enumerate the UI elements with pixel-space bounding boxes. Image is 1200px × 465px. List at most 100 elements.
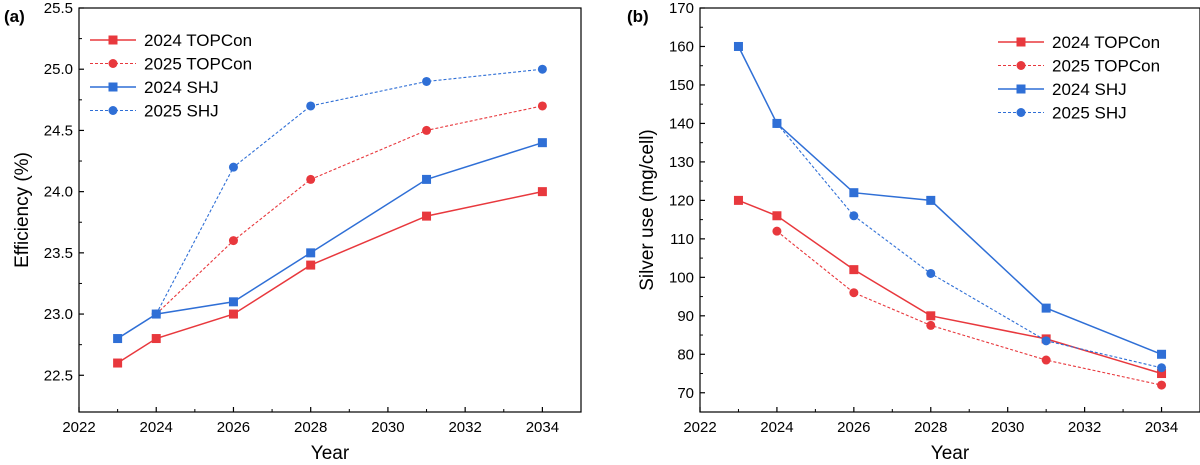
- data-point: [306, 260, 316, 270]
- data-point: [113, 334, 123, 344]
- legend-marker: [1016, 108, 1026, 117]
- y-tick-label: 170: [669, 0, 694, 17]
- y-axis-title: Efficiency (%): [12, 152, 33, 268]
- x-tick-label: 2024: [140, 419, 173, 436]
- series-line: [117, 141, 543, 340]
- data-point: [422, 174, 432, 184]
- y-tick-label: 25.5: [44, 0, 73, 17]
- legend-label: 2025 SHJ: [144, 102, 219, 121]
- data-point: [151, 309, 161, 319]
- series-line: [738, 199, 1162, 375]
- y-tick-label: 23.0: [44, 306, 73, 323]
- x-tick-label: 2026: [217, 419, 250, 436]
- data-point: [422, 211, 432, 221]
- y-tick-label: 160: [669, 38, 694, 55]
- series-line: [737, 46, 1162, 355]
- series-line: [117, 190, 543, 364]
- legend-label: 2024 SHJ: [1052, 80, 1127, 99]
- data-point: [1041, 336, 1051, 346]
- legend-marker: [1016, 37, 1026, 47]
- y-tick-label: 90: [677, 308, 694, 325]
- data-point: [849, 211, 859, 221]
- y-tick-label: 24.0: [44, 184, 73, 201]
- y-tick-label: 140: [669, 115, 694, 132]
- legend-marker: [108, 82, 118, 92]
- legend-label: 2024 SHJ: [144, 78, 219, 97]
- data-point: [537, 138, 547, 148]
- legend-label: 2024 TOPCon: [1052, 33, 1160, 52]
- series-line: [155, 68, 543, 315]
- y-tick-label: 22.5: [44, 367, 73, 384]
- legend-label: 2025 TOPCon: [144, 55, 252, 74]
- y-tick-label: 150: [669, 77, 694, 94]
- data-point: [151, 334, 161, 344]
- x-tick-label: 2032: [448, 419, 481, 436]
- y-tick-label: 25.0: [44, 61, 73, 78]
- legend-marker: [108, 59, 118, 68]
- legend-marker: [1016, 84, 1026, 94]
- x-tick-label: 2034: [1145, 419, 1178, 436]
- data-point: [537, 101, 547, 111]
- y-axis-title: Silver use (mg/cell): [637, 129, 658, 291]
- data-point: [228, 236, 238, 246]
- x-tick-label: 2030: [991, 419, 1024, 436]
- x-tick-label: 2022: [62, 419, 95, 436]
- legend-label: 2024 TOPCon: [144, 31, 252, 50]
- data-point: [772, 226, 782, 236]
- y-tick-label: 110: [670, 231, 694, 248]
- data-point: [1157, 369, 1167, 379]
- y-tick-label: 70: [677, 385, 694, 402]
- panel-label: (b): [627, 7, 649, 26]
- data-point: [733, 41, 743, 51]
- x-tick-label: 2024: [760, 419, 793, 436]
- data-point: [422, 125, 432, 135]
- panel-label: (a): [4, 7, 25, 26]
- y-tick-label: 130: [669, 154, 694, 171]
- data-point: [537, 64, 547, 74]
- x-tick-label: 2028: [294, 419, 327, 436]
- x-tick-label: 2026: [837, 419, 870, 436]
- data-point: [1041, 303, 1051, 313]
- y-tick-label: 80: [677, 346, 694, 363]
- data-point: [306, 174, 316, 184]
- series-2025-shj: [772, 118, 1167, 373]
- data-point: [537, 187, 547, 197]
- legend-label: 2025 SHJ: [1052, 104, 1127, 123]
- x-tick-label: 2032: [1068, 419, 1101, 436]
- legend-marker: [108, 35, 118, 45]
- y-tick-label: 23.5: [44, 245, 73, 262]
- y-tick-label: 24.5: [44, 122, 73, 139]
- x-tick-label: 2034: [526, 419, 559, 436]
- series-2024-topcon: [113, 187, 547, 368]
- data-point: [1157, 363, 1167, 373]
- y-tick-label: 100: [669, 269, 694, 286]
- data-point: [926, 320, 936, 330]
- data-point: [849, 265, 859, 275]
- data-point: [772, 211, 782, 221]
- series-2024-topcon: [733, 195, 1167, 379]
- x-tick-label: 2028: [914, 419, 947, 436]
- data-point: [1157, 349, 1167, 359]
- x-axis-title: Year: [311, 443, 350, 464]
- data-point: [113, 358, 123, 368]
- legend-label: 2025 TOPCon: [1052, 57, 1160, 76]
- data-point: [1041, 355, 1051, 365]
- x-tick-label: 2030: [371, 419, 404, 436]
- legend-marker: [108, 106, 118, 115]
- y-tick-label: 120: [669, 192, 694, 209]
- data-point: [306, 248, 316, 258]
- series-line: [776, 230, 1162, 386]
- series-2024-shj: [113, 138, 547, 344]
- data-point: [926, 311, 936, 321]
- data-point: [228, 309, 238, 319]
- x-tick-label: 2022: [683, 419, 716, 436]
- data-point: [926, 195, 936, 205]
- data-point: [1157, 380, 1167, 390]
- data-point: [422, 76, 432, 86]
- plot-frame: [78, 7, 582, 413]
- data-point: [306, 101, 316, 111]
- data-point: [926, 268, 936, 278]
- x-axis-title: Year: [931, 443, 970, 464]
- series-line: [155, 105, 543, 315]
